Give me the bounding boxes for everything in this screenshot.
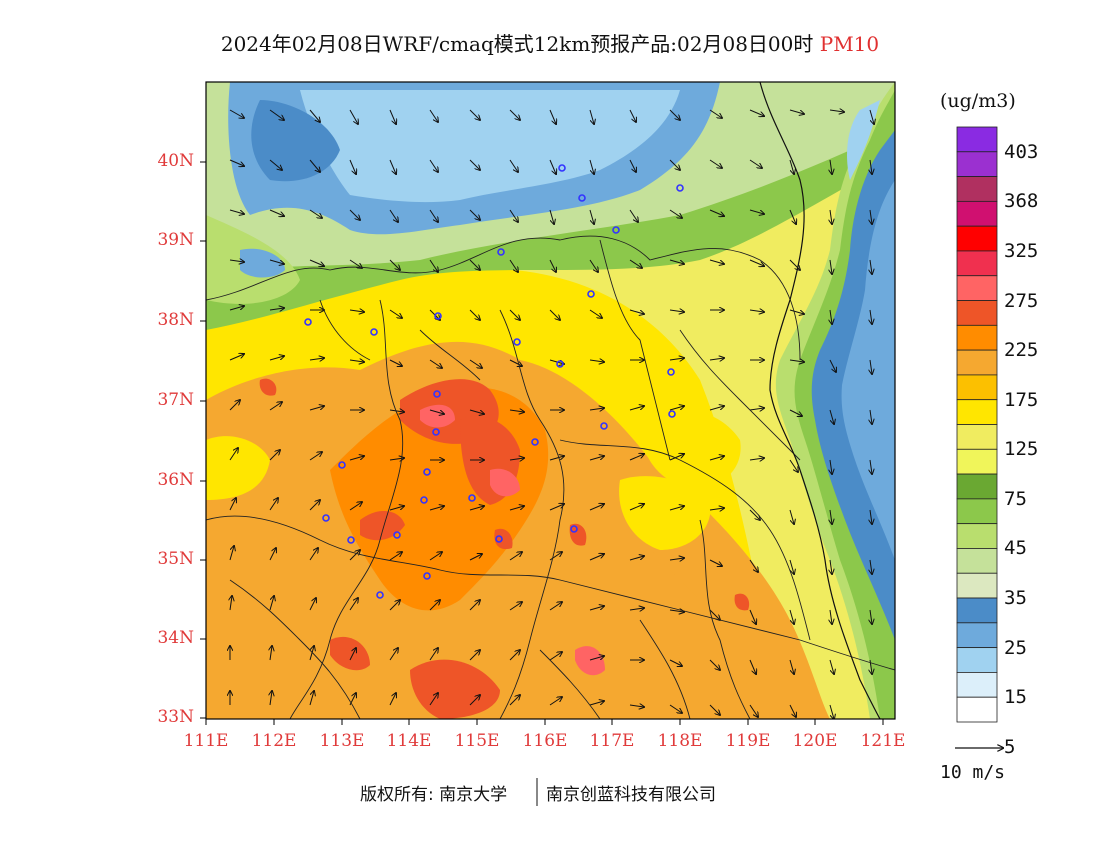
reference-vector-label: 10 m/s: [940, 762, 1006, 783]
lat-label: 37N: [157, 390, 194, 410]
colorbar-label: 175: [1004, 388, 1039, 411]
colorbar-label: 45: [1004, 537, 1027, 560]
colorbar-label: 125: [1004, 438, 1039, 461]
lon-label: 119E: [725, 731, 771, 751]
colorbar-label: 275: [1004, 289, 1039, 312]
colorbar-swatch: [956, 448, 998, 475]
colorbar-swatch: [956, 473, 998, 500]
colorbar-swatch: [956, 324, 998, 351]
colorbar-label: 225: [1004, 339, 1039, 362]
colorbar-swatch: [956, 374, 998, 401]
pm10-field: [206, 82, 895, 719]
axis-ticks: [200, 161, 884, 725]
footer-company: 南京创蓝科技有限公司: [546, 785, 716, 805]
lat-label: 38N: [157, 310, 194, 330]
colorbar-swatch: [956, 672, 998, 698]
colorbar-swatch: [956, 300, 998, 326]
colorbar-swatch: [956, 424, 998, 450]
colorbar-label: 5: [1004, 735, 1016, 758]
colorbar-swatch: [956, 250, 998, 277]
province-boundaries: [206, 235, 895, 719]
lon-label: 114E: [386, 731, 432, 751]
lat-label: 39N: [157, 230, 194, 250]
title-pollutant: PM10: [819, 32, 880, 56]
lat-label: 33N: [157, 707, 194, 727]
colorbar-swatch: [956, 275, 998, 301]
lat-label: 36N: [157, 470, 194, 490]
map-title: 2024年02月08日WRF/cmaq模式12km预报产品:02月08日00时 …: [0, 28, 1100, 57]
lon-label: 115E: [454, 731, 500, 751]
colorbar-label: 25: [1004, 636, 1027, 659]
colorbar-label: 15: [1004, 686, 1027, 709]
lon-label: 118E: [657, 731, 703, 751]
colorbar-swatch: [956, 399, 998, 425]
colorbar-swatch: [956, 200, 998, 227]
lon-label: 113E: [319, 731, 365, 751]
colorbar-label: 368: [1004, 190, 1039, 213]
colorbar-swatch: [956, 349, 998, 376]
colorbar-swatch: [956, 151, 998, 177]
city-stations: [304, 164, 684, 599]
colorbar-swatch: [956, 176, 998, 202]
colorbar-label: 403: [1004, 140, 1039, 163]
colorbar-swatch: [956, 647, 998, 673]
colorbar-swatch: [956, 548, 998, 574]
colorbar-swatch: [956, 225, 998, 252]
lon-label: 112E: [251, 731, 297, 751]
title-main: 2024年02月08日WRF/cmaq模式12km预报产品:02月08日00时: [220, 32, 814, 56]
colorbar-swatch: [956, 696, 998, 723]
colorbar-swatch: [956, 498, 998, 525]
lon-label: 120E: [792, 731, 838, 751]
colorbar-label: 75: [1004, 487, 1027, 510]
colorbar-label: 35: [1004, 587, 1027, 610]
lon-label: 121E: [860, 731, 906, 751]
lon-label: 116E: [522, 731, 568, 751]
colorbar-swatch: [956, 126, 998, 153]
lat-label: 34N: [157, 628, 194, 648]
lat-label: 40N: [157, 151, 194, 171]
colorbar-swatch: [956, 523, 998, 549]
footer-copyright: 版权所有: 南京大学: [360, 785, 508, 805]
lat-label: 35N: [157, 549, 194, 569]
lon-label: 117E: [589, 731, 635, 751]
colorbar-unit: (ug/m3): [940, 90, 1016, 112]
colorbar-swatch: [956, 622, 998, 649]
colorbar: [956, 126, 998, 723]
lon-label: 111E: [183, 731, 229, 751]
colorbar-label: 325: [1004, 239, 1039, 262]
colorbar-swatch: [956, 597, 998, 624]
wind-vectors: [230, 110, 874, 719]
colorbar-swatch: [956, 572, 998, 599]
coastline: [759, 82, 881, 719]
